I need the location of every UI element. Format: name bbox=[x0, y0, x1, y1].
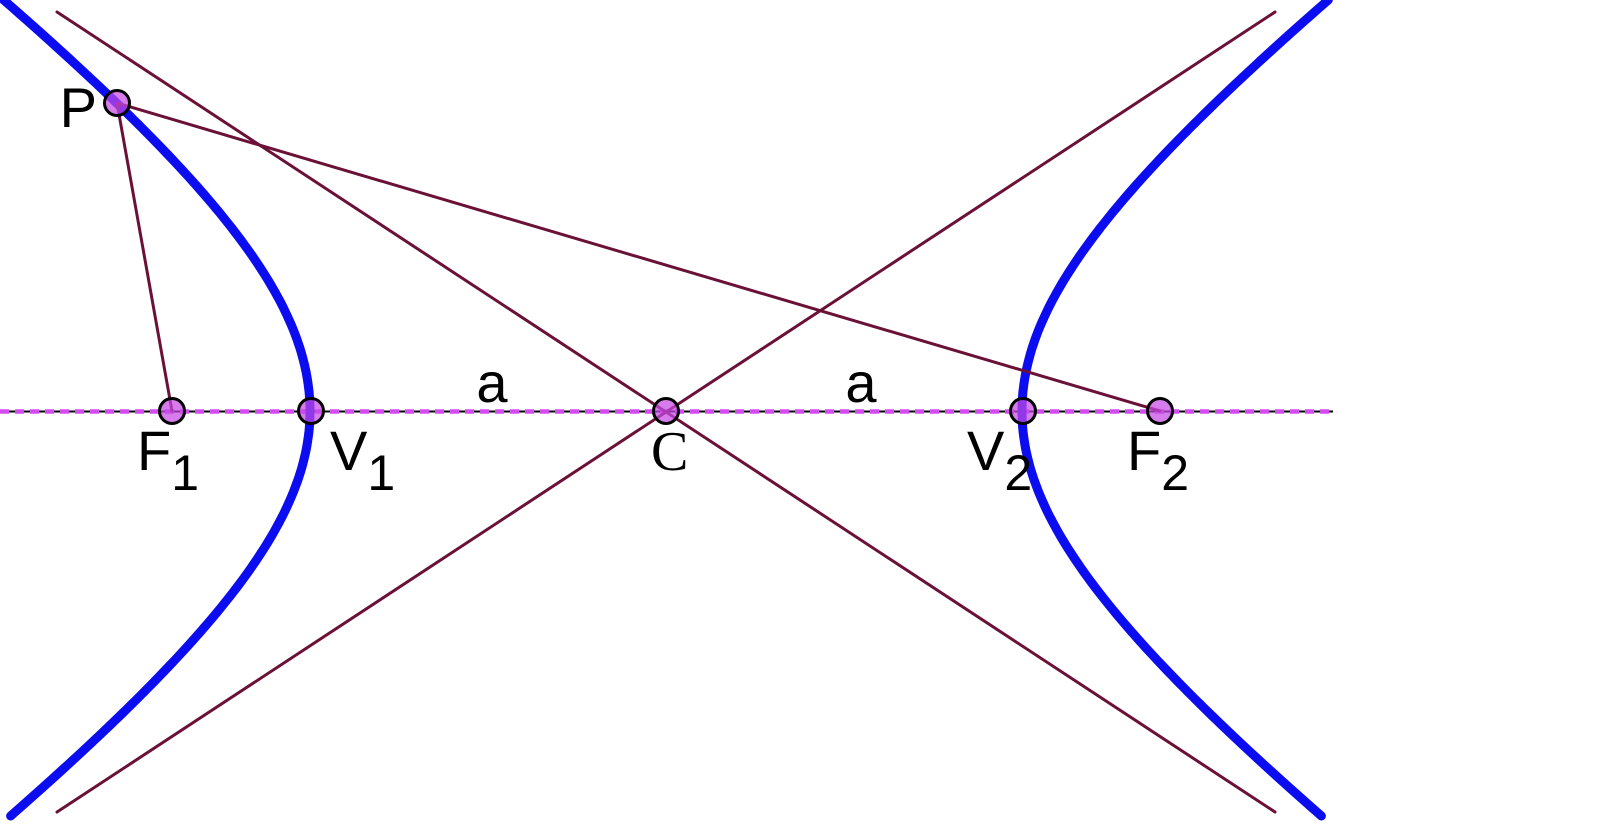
point-V2[interactable] bbox=[1009, 397, 1037, 425]
label-F2-subscript: 2 bbox=[1161, 445, 1189, 501]
label-V2-subscript: 2 bbox=[1004, 445, 1032, 501]
label-V2-text: V bbox=[967, 419, 1005, 482]
label-C-text: C bbox=[651, 421, 688, 483]
label-C: C bbox=[651, 421, 688, 483]
label-V1: V1 bbox=[330, 419, 395, 501]
label-F2: F2 bbox=[1127, 419, 1189, 501]
point-F2[interactable] bbox=[1146, 397, 1174, 425]
label-F1-subscript: 1 bbox=[171, 445, 199, 501]
label-F1-text: F bbox=[137, 419, 171, 482]
label-a-right: a bbox=[845, 351, 877, 414]
label-V1-subscript: 1 bbox=[367, 445, 395, 501]
label-V2: V2 bbox=[967, 419, 1032, 501]
segment-P-F2 bbox=[115, 101, 1162, 413]
point-P[interactable] bbox=[103, 89, 131, 117]
segment-P-F1 bbox=[115, 101, 174, 413]
point-F1[interactable] bbox=[158, 397, 186, 425]
label-V1-text: V bbox=[330, 419, 368, 482]
point-C[interactable] bbox=[652, 397, 680, 425]
point-V1[interactable] bbox=[297, 397, 325, 425]
label-F2-text: F bbox=[1127, 419, 1161, 482]
label-a-left: a bbox=[476, 351, 508, 414]
label-a-left-text: a bbox=[476, 351, 508, 414]
label-P: P bbox=[60, 76, 97, 139]
label-P-text: P bbox=[60, 76, 97, 139]
label-F1: F1 bbox=[137, 419, 199, 501]
label-a-right-text: a bbox=[845, 351, 877, 414]
